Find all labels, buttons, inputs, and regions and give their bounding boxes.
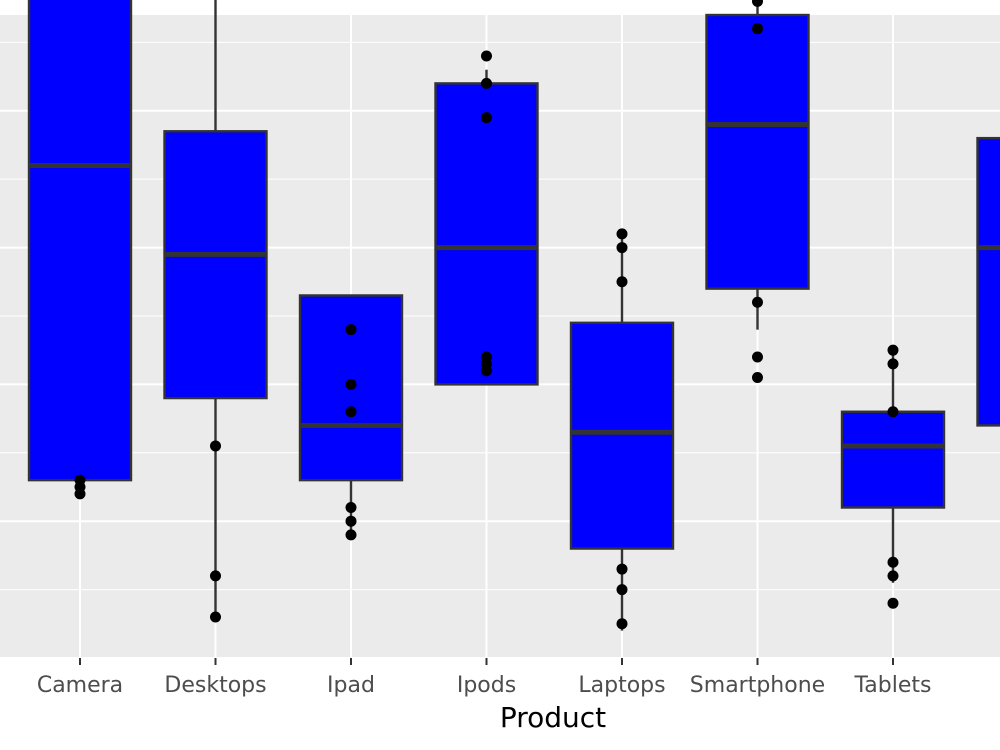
data-point bbox=[74, 488, 86, 500]
box-iqr bbox=[569, 321, 675, 550]
data-point bbox=[616, 276, 628, 288]
data-point bbox=[345, 529, 357, 541]
data-point bbox=[210, 611, 221, 623]
data-point bbox=[481, 50, 492, 62]
data-point bbox=[752, 23, 763, 35]
data-point bbox=[481, 365, 492, 377]
data-point bbox=[481, 77, 492, 89]
box-iqr bbox=[163, 130, 268, 400]
data-point bbox=[752, 351, 763, 363]
data-point bbox=[616, 584, 628, 596]
x-axis-title: Product bbox=[500, 701, 606, 734]
box-desktops bbox=[163, 0, 268, 623]
x-tick-label: Ipad bbox=[327, 673, 375, 698]
box-ipods bbox=[434, 50, 539, 386]
x-tick-label: Ipods bbox=[457, 673, 516, 698]
data-point bbox=[345, 406, 357, 418]
data-point bbox=[210, 570, 221, 582]
data-point bbox=[616, 563, 628, 575]
data-point bbox=[345, 378, 357, 390]
box-series bbox=[27, 0, 1000, 631]
data-point bbox=[752, 0, 763, 7]
box-iqr bbox=[705, 13, 810, 290]
box-iqr bbox=[27, 0, 133, 482]
box-laptops bbox=[569, 228, 675, 631]
x-tick-label: Smartphone bbox=[690, 673, 825, 698]
box-iqr bbox=[840, 410, 946, 509]
data-point bbox=[345, 515, 357, 527]
data-point bbox=[345, 502, 357, 514]
data-point bbox=[210, 440, 221, 452]
data-point bbox=[616, 242, 628, 254]
x-axis-ticks: Camera Desktops Ipad Ipods Laptops Smartphone… bbox=[37, 658, 932, 698]
box-tablets bbox=[840, 344, 946, 609]
data-point bbox=[481, 112, 492, 124]
data-point bbox=[887, 570, 899, 582]
box-iqr bbox=[434, 82, 539, 386]
box-iqr bbox=[976, 136, 1000, 427]
box-ipad bbox=[298, 294, 404, 541]
x-tick-label: Laptops bbox=[578, 673, 665, 698]
data-point bbox=[887, 406, 899, 418]
x-tick-label: Tablets bbox=[854, 673, 932, 698]
data-point bbox=[887, 344, 899, 356]
x-tick-label: Camera bbox=[37, 673, 123, 698]
data-point bbox=[752, 296, 763, 308]
data-point bbox=[887, 597, 899, 609]
x-tick-label: Desktops bbox=[164, 673, 266, 698]
data-point bbox=[616, 618, 628, 630]
data-point bbox=[616, 228, 628, 240]
data-point bbox=[887, 358, 899, 370]
data-point bbox=[752, 372, 763, 384]
data-point bbox=[887, 556, 899, 568]
box-camera bbox=[27, 0, 133, 500]
box-smartphone bbox=[705, 0, 810, 384]
box-xbox bbox=[976, 136, 1000, 427]
data-point bbox=[345, 324, 357, 336]
